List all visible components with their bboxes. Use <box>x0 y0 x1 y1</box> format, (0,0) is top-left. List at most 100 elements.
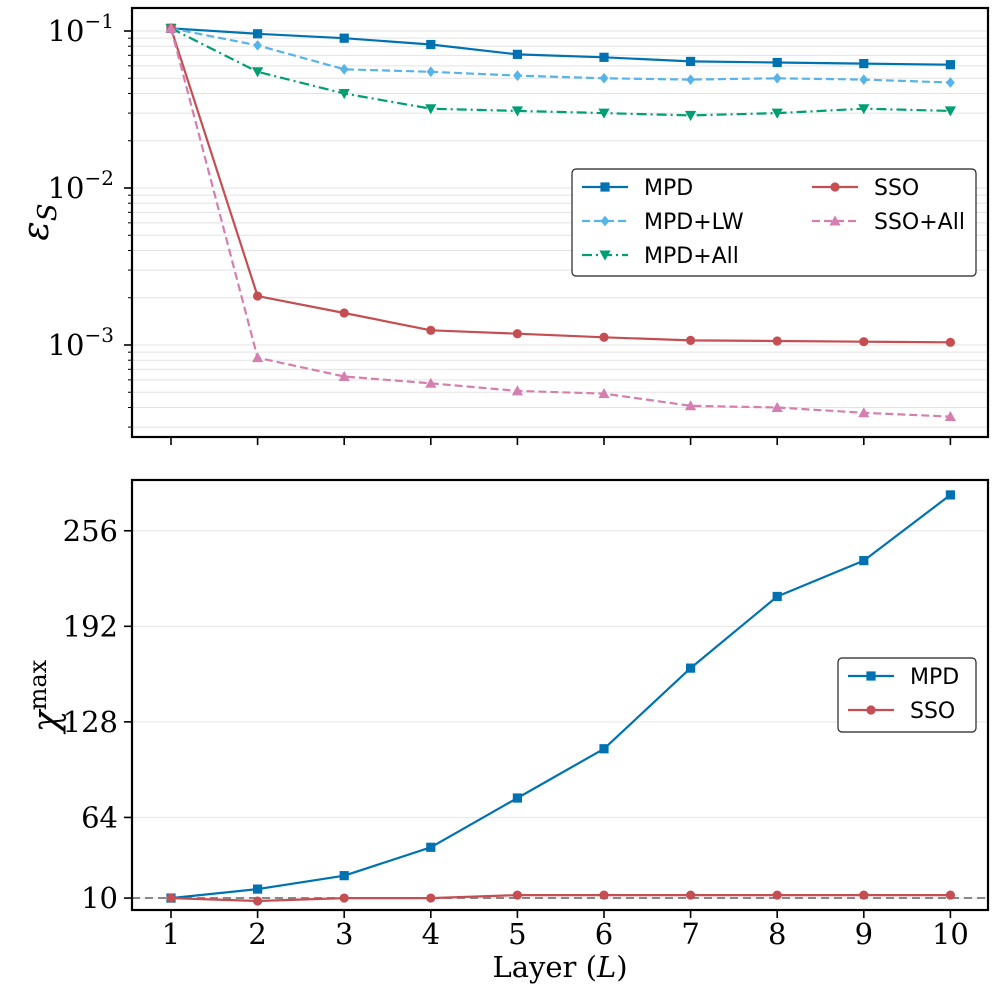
tick-exponent: −2 <box>85 166 114 190</box>
tick-base: 10 <box>48 328 85 362</box>
top-line-mpd-all <box>170 27 951 117</box>
top-point-sso-all-2 <box>252 352 264 363</box>
label-base: χ <box>26 708 67 735</box>
bottom-point-mpd-6 <box>599 744 609 754</box>
bottom-x-tick-label: 9 <box>855 917 873 951</box>
bottom-point-sso-8 <box>772 890 782 900</box>
bottom-x-tick-label: 3 <box>335 917 353 951</box>
top-y-tick-label: 10−2 <box>48 166 114 205</box>
top-point-sso-4 <box>426 325 436 335</box>
top-point-sso-7 <box>686 335 696 345</box>
top-legend: MPD MPD+LW MPD+All SSO SSO+All <box>571 168 977 277</box>
tick-base: 10 <box>48 14 85 48</box>
bottom-tick-marks <box>124 529 952 918</box>
x-label-part: ) <box>616 950 627 984</box>
bottom-point-sso-7 <box>686 890 696 900</box>
top-legend-marker-mpd-all <box>599 250 611 261</box>
top-chart: 10−110−210−3 MPDMPD+LWMPD+AllSSOSSO+All … <box>16 6 990 445</box>
top-point-sso-5 <box>512 329 523 339</box>
top-point-sso-all-7 <box>685 400 697 411</box>
bottom-point-mpd-2 <box>253 884 263 894</box>
bottom-point-mpd-4 <box>426 842 436 852</box>
top-point-sso-all-8 <box>771 401 783 412</box>
top-point-mpd-all-8 <box>771 108 783 119</box>
top-legend-marker-mpd-lw <box>600 215 610 227</box>
top-y-label-text: εS <box>16 203 63 240</box>
top-point-mpd-all-3 <box>338 88 350 100</box>
bottom-x-tick-label: 5 <box>508 917 526 951</box>
x-axis-label: Layer (L) <box>492 950 627 984</box>
bottom-x-tick-label: 4 <box>422 917 440 951</box>
top-point-mpd-all-10 <box>944 106 956 117</box>
top-point-sso-all-1 <box>165 22 177 33</box>
top-legend-marker-sso <box>830 182 840 192</box>
bottom-series-lines <box>166 490 956 906</box>
top-legend-label-sso-all: SSO+All <box>874 210 965 235</box>
top-series-lines <box>165 22 956 422</box>
top-point-sso-10 <box>945 337 956 347</box>
x-label-text: Layer (L) <box>492 950 627 984</box>
top-point-mpd-lw-10 <box>946 77 955 88</box>
bottom-legend-marker-sso <box>866 705 876 715</box>
bottom-point-mpd-7 <box>686 663 696 673</box>
top-point-sso-6 <box>599 332 609 342</box>
top-point-sso-8 <box>772 336 782 346</box>
bottom-x-tick-label: 10 <box>932 917 969 951</box>
bottom-point-mpd-8 <box>772 591 782 602</box>
top-line-mpd-lw <box>170 27 951 84</box>
top-legend-marker-sso-all <box>829 215 841 226</box>
bottom-point-sso-4 <box>426 893 436 903</box>
top-point-mpd-4 <box>426 39 436 50</box>
bottom-point-mpd-10 <box>945 490 955 500</box>
top-line-sso <box>169 27 951 344</box>
top-y-tick-label: 10−1 <box>48 9 114 48</box>
bottom-x-tick-label: 7 <box>681 917 699 951</box>
bottom-line-sso <box>170 893 951 903</box>
bottom-point-sso-10 <box>945 890 956 900</box>
bottom-point-sso-5 <box>512 890 523 900</box>
top-point-mpd-7 <box>686 56 696 67</box>
top-point-mpd-9 <box>859 58 869 69</box>
bottom-series-sso <box>166 890 956 906</box>
top-point-mpd-2 <box>253 29 263 39</box>
top-point-sso-all-4 <box>425 377 437 388</box>
top-legend-box <box>571 168 977 277</box>
bottom-y-tick-labels: 10 64 128 192 256 <box>63 514 118 915</box>
bottom-point-sso-1 <box>166 893 176 903</box>
bottom-legend: MPD SSO <box>837 657 977 733</box>
top-y-tick-label: 10−3 <box>48 323 114 362</box>
top-point-mpd-lw-7 <box>686 74 695 86</box>
top-point-mpd-10 <box>945 60 955 70</box>
bottom-x-tick-label: 2 <box>248 917 266 951</box>
bottom-y-tick-label: 128 <box>63 705 118 739</box>
bottom-point-sso-9 <box>859 890 869 900</box>
bottom-legend-marker-mpd <box>866 671 876 681</box>
bottom-legend-label-mpd: MPD <box>910 665 959 690</box>
top-y-tick-labels: 10−110−210−3 <box>48 9 114 362</box>
top-point-mpd-3 <box>339 33 349 43</box>
top-line-sso-all <box>169 28 951 418</box>
bottom-x-tick-label: 8 <box>768 917 786 951</box>
bottom-x-tick-label: 1 <box>162 917 180 951</box>
x-label-part: Layer ( <box>492 950 597 984</box>
top-legend-label-sso: SSO <box>874 176 919 201</box>
bottom-x-tick-label: 6 <box>595 917 613 951</box>
bottom-point-sso-2 <box>253 896 263 906</box>
bottom-y-label-text: χmax <box>24 659 67 735</box>
top-point-sso-all-5 <box>511 385 523 396</box>
bottom-y-tick-label: 256 <box>63 514 118 548</box>
bottom-point-sso-3 <box>339 893 349 903</box>
top-point-mpd-all-6 <box>598 108 610 119</box>
label-subscript: max <box>24 659 52 710</box>
tick-base: 10 <box>48 171 85 205</box>
top-point-mpd-lw-2 <box>253 39 262 51</box>
top-point-sso-3 <box>339 308 349 318</box>
top-point-mpd-lw-5 <box>513 70 522 81</box>
bottom-point-sso-6 <box>599 890 609 900</box>
top-point-mpd-lw-4 <box>426 66 436 78</box>
bottom-y-tick-label: 64 <box>81 800 118 834</box>
bottom-chart: 10 64 128 192 256 1 2 3 4 5 6 7 8 9 10 MPD SSO χmax La… <box>24 478 990 984</box>
top-legend-label-mpd-lw: MPD+LW <box>644 210 744 235</box>
top-point-sso-9 <box>859 337 869 347</box>
top-point-mpd-lw-8 <box>772 72 782 84</box>
